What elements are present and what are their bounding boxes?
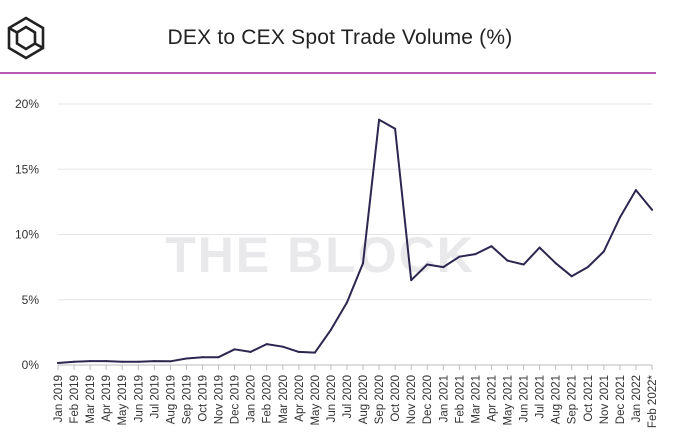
x-tick-label: Jun 2020 — [326, 375, 338, 422]
x-tick-label: Jul 2021 — [535, 375, 547, 418]
x-tick-label: Oct 2019 — [197, 375, 209, 422]
data-point — [394, 127, 397, 130]
watermark: THE BLOCK — [165, 227, 475, 283]
x-tick-label: Apr 2020 — [294, 375, 306, 422]
x-tick-label: May 2020 — [310, 375, 322, 426]
x-tick-label: Apr 2019 — [101, 375, 113, 422]
x-tick-label: Mar 2021 — [470, 375, 482, 424]
data-point — [586, 266, 589, 269]
y-tick-label: 20% — [15, 97, 39, 111]
y-axis: 0% 5% 10% 15% 20% — [15, 97, 39, 372]
data-point — [506, 259, 509, 262]
data-point — [474, 253, 477, 256]
data-point — [313, 351, 316, 354]
data-point — [297, 350, 300, 353]
data-point — [185, 357, 188, 360]
chart-header: DEX to CEX Spot Trade Volume (%) — [0, 0, 680, 74]
y-tick-label: 10% — [15, 228, 39, 242]
x-tick-label: Jun 2019 — [133, 375, 145, 422]
data-point — [89, 360, 92, 363]
data-point — [490, 245, 493, 248]
x-tick-label: Feb 2021 — [454, 375, 466, 424]
x-tick-label: Jul 2020 — [342, 375, 354, 418]
data-point — [554, 262, 557, 265]
y-tick-label: 0% — [22, 358, 40, 372]
data-point — [378, 118, 381, 121]
data-point — [602, 250, 605, 253]
data-point — [121, 360, 124, 363]
x-tick-label: Jan 2019 — [53, 375, 65, 422]
data-point — [410, 279, 413, 282]
data-point — [281, 345, 284, 348]
data-point — [73, 360, 76, 363]
x-tick-label: Sep 2019 — [181, 375, 193, 424]
x-tick-label: Nov 2020 — [406, 375, 418, 424]
grid-lines — [58, 103, 652, 366]
data-point — [362, 262, 365, 265]
data-point — [105, 360, 108, 363]
data-point — [153, 360, 156, 363]
data-point — [651, 208, 653, 211]
x-tick-label: Feb 2019 — [69, 375, 81, 424]
x-tick-label: Feb 2022* — [647, 374, 659, 428]
the-block-cube-icon — [7, 16, 45, 60]
data-point — [442, 266, 445, 269]
x-tick-label: Feb 2020 — [262, 375, 274, 424]
chart-title: DEX to CEX Spot Trade Volume (%) — [167, 26, 513, 49]
x-tick-label: Jan 2020 — [246, 375, 258, 422]
x-tick-label: Aug 2019 — [165, 375, 177, 424]
data-point — [265, 343, 268, 346]
y-tick-label: 15% — [15, 162, 39, 176]
y-tick-label: 5% — [22, 293, 40, 307]
x-tick-label: Jan 2022 — [631, 375, 643, 422]
data-point — [538, 246, 541, 249]
series-line — [57, 118, 653, 364]
data-point — [249, 350, 252, 353]
data-point — [458, 255, 461, 258]
x-tick-label: Mar 2019 — [85, 375, 97, 424]
x-tick-label: Jul 2019 — [149, 375, 161, 418]
x-tick-label: Aug 2020 — [358, 375, 370, 424]
x-tick-label: Sep 2021 — [567, 375, 579, 424]
x-tick-label: Nov 2019 — [214, 375, 226, 424]
x-axis: Jan 2019 Feb 2019 Mar 2019 Apr 2019 May 2019… — [53, 365, 659, 428]
x-tick-label: Sep 2020 — [374, 375, 386, 424]
x-tick-label: Mar 2020 — [278, 375, 290, 424]
data-point — [201, 356, 204, 359]
x-tick-label: May 2021 — [503, 375, 515, 426]
x-tick-label: Dec 2019 — [230, 375, 242, 424]
data-point — [169, 360, 172, 363]
x-tick-label: Aug 2021 — [551, 375, 563, 424]
data-point — [570, 275, 573, 278]
data-point — [522, 263, 525, 266]
series-group — [57, 118, 653, 365]
data-point — [57, 362, 59, 365]
x-tick-label: Jun 2021 — [519, 375, 531, 422]
data-point — [634, 189, 637, 192]
data-point — [233, 348, 236, 351]
x-tick-label: Nov 2021 — [599, 375, 611, 424]
data-point — [329, 328, 332, 331]
data-point — [137, 360, 140, 363]
header-divider — [0, 72, 656, 74]
x-tick-label: Oct 2021 — [583, 375, 595, 422]
x-tick-label: Apr 2021 — [486, 375, 498, 422]
data-point — [217, 356, 220, 359]
data-point — [426, 263, 429, 266]
x-tick-label: May 2019 — [117, 375, 129, 426]
x-tick-label: Dec 2020 — [422, 375, 434, 424]
x-tick-label: Dec 2021 — [615, 375, 627, 424]
x-tick-label: Jan 2021 — [438, 375, 450, 422]
data-point — [618, 216, 621, 219]
data-point — [345, 301, 348, 304]
x-tick-label: Oct 2020 — [390, 375, 402, 422]
